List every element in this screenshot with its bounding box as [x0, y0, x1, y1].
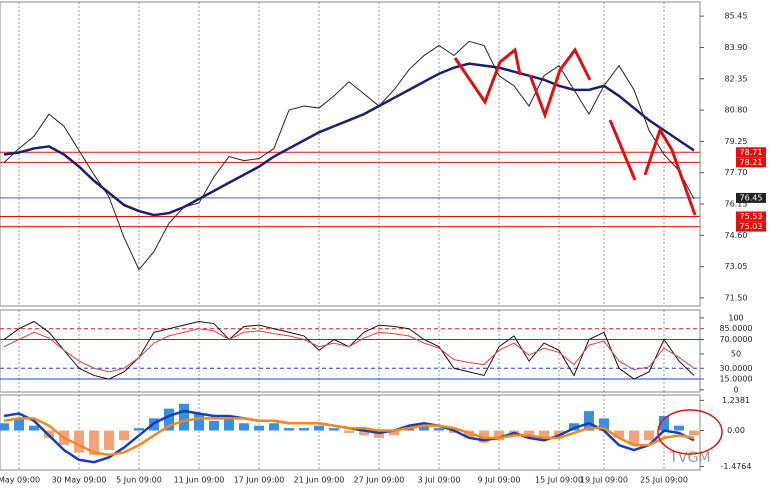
histogram-bar	[389, 430, 399, 436]
annotation-arrow	[608, 119, 637, 181]
histogram-bar	[659, 415, 669, 431]
y-tick-label: 83.90	[725, 43, 748, 52]
histogram-bar	[359, 430, 369, 436]
series-line	[3, 40, 695, 271]
histogram-bar	[494, 430, 504, 441]
histogram-bar	[689, 430, 699, 436]
y-tick-label: 50	[731, 349, 741, 358]
panel-frame	[0, 1, 701, 307]
histogram-bar	[674, 425, 684, 431]
x-tick-label: May 09:00	[0, 476, 40, 485]
x-tick-label: 11 Jun 09:00	[174, 476, 225, 485]
level-label-box	[736, 192, 766, 203]
y-tick-label: 70.0000	[719, 335, 752, 344]
x-tick-label: 19 Jul 09:00	[580, 476, 628, 485]
histogram-bar	[419, 425, 429, 431]
level-label: 75.03	[740, 222, 763, 231]
y-tick-label: 73.05	[725, 262, 748, 271]
histogram-bar	[314, 425, 324, 431]
histogram-bar	[29, 425, 39, 431]
y-tick-label: 0.00	[727, 426, 745, 435]
histogram-bar	[194, 413, 204, 431]
histogram-bar	[179, 403, 189, 431]
x-tick-label: 27 Jun 09:00	[354, 476, 405, 485]
histogram-bar	[629, 430, 639, 446]
histogram-bar	[269, 423, 279, 431]
histogram-bar	[434, 428, 444, 431]
annotation-zigzag	[453, 47, 522, 106]
histogram-bar	[329, 428, 339, 431]
x-tick-label: 3 Jul 09:00	[418, 476, 461, 485]
histogram-bar	[284, 428, 294, 431]
annotations	[453, 47, 723, 455]
histogram-bar	[554, 430, 564, 436]
histogram-bar	[644, 430, 654, 441]
y-tick-label: 79.25	[725, 137, 748, 146]
histogram-bar	[344, 430, 354, 433]
level-label: 75.53	[740, 212, 763, 221]
x-tick-label: 25 Jul 09:00	[640, 476, 688, 485]
x-tick-label: 17 Jun 09:00	[234, 476, 285, 485]
x-tick-label: 21 Jun 09:00	[294, 476, 345, 485]
y-tick-label: 74.60	[725, 231, 748, 240]
series-line	[3, 328, 695, 373]
level-label-box	[736, 147, 766, 158]
y-tick-label: 15.0000	[719, 375, 752, 384]
histogram-bar	[209, 420, 219, 431]
histogram-bar	[0, 423, 9, 431]
y-tick-label: 71.50	[725, 293, 748, 302]
histogram-bar	[224, 418, 234, 431]
level-label: 76.45	[740, 193, 763, 202]
y-tick-label: 85.0000	[719, 324, 752, 333]
x-tick-label: 15 Jul 09:00	[535, 476, 583, 485]
level-label-box	[736, 211, 766, 222]
y-tick-label: -1.4764	[721, 462, 752, 471]
histogram-bar	[239, 423, 249, 431]
x-tick-label: 9 Jul 09:00	[478, 476, 521, 485]
histogram-bar	[584, 411, 594, 431]
y-tick-label: 77.70	[725, 168, 748, 177]
y-tick-label: 0	[733, 385, 738, 394]
y-tick-label: 76.15	[725, 199, 748, 208]
level-label: 78.71	[740, 148, 763, 157]
level-label-box	[736, 221, 766, 232]
histogram-bar	[74, 430, 84, 453]
level-label-box	[736, 157, 766, 168]
histogram-bar	[104, 430, 114, 451]
annotation-zigzag	[528, 47, 592, 120]
histogram-bar	[599, 418, 609, 431]
y-tick-label: 100	[728, 313, 743, 322]
histogram-bar	[134, 428, 144, 431]
level-label: 78.21	[740, 158, 763, 167]
x-tick-label: 5 Jun 09:00	[116, 476, 162, 485]
annotation-circle	[657, 409, 723, 455]
panel-frame	[0, 309, 701, 393]
x-tick-label: 30 May 09:00	[52, 476, 107, 485]
histogram-bar	[254, 425, 264, 431]
y-tick-label: 30.0000	[719, 364, 752, 373]
histogram-bar	[14, 418, 24, 431]
histogram-bar	[119, 430, 129, 441]
histogram-bar	[614, 430, 624, 438]
annotation-arrow	[643, 126, 697, 216]
series-line	[3, 417, 695, 457]
panel-frame	[0, 394, 701, 471]
y-tick-label: 85.45	[725, 12, 748, 21]
series-line	[3, 62, 695, 217]
histogram-bar	[539, 430, 549, 441]
y-tick-label: 82.35	[725, 74, 748, 83]
histogram-bar	[164, 408, 174, 431]
y-tick-label: 1.2381	[722, 396, 750, 405]
histogram-bar	[89, 430, 99, 455]
histogram-bar	[299, 428, 309, 431]
y-tick-label: 80.80	[725, 106, 748, 115]
